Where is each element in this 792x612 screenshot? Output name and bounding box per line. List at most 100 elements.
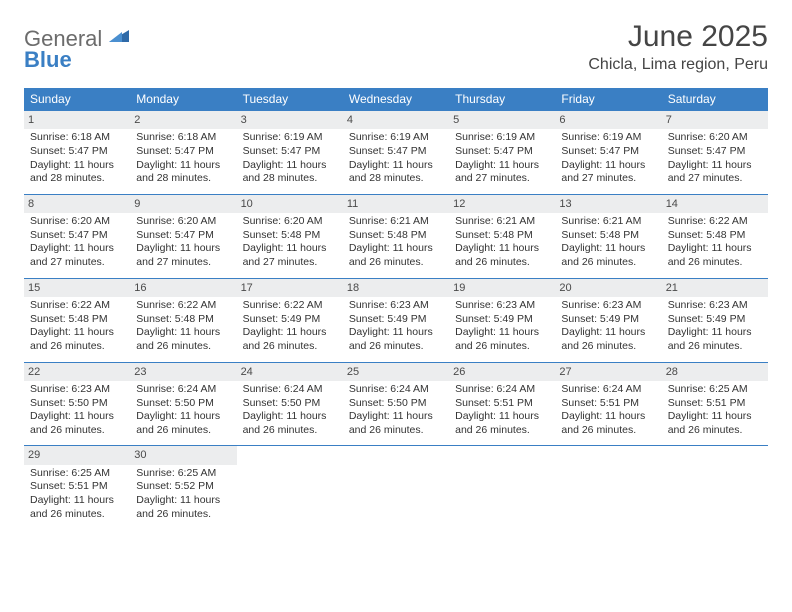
sunrise-line: Sunrise: 6:22 AM: [668, 215, 762, 229]
sunset-line: Sunset: 5:52 PM: [136, 480, 230, 494]
day-info: Sunrise: 6:21 AMSunset: 5:48 PMDaylight:…: [347, 215, 445, 270]
day-info: Sunrise: 6:18 AMSunset: 5:47 PMDaylight:…: [134, 131, 232, 186]
sunrise-line: Sunrise: 6:24 AM: [136, 383, 230, 397]
day-number: 8: [24, 195, 130, 213]
daylight-line: Daylight: 11 hours and 28 minutes.: [30, 159, 124, 186]
daylight-line: Daylight: 11 hours and 26 minutes.: [136, 410, 230, 437]
sunset-line: Sunset: 5:51 PM: [30, 480, 124, 494]
day-number: 28: [662, 363, 768, 381]
day-cell: [237, 446, 343, 529]
sunset-line: Sunset: 5:50 PM: [136, 397, 230, 411]
day-cell: 11Sunrise: 6:21 AMSunset: 5:48 PMDayligh…: [343, 194, 449, 278]
week-row: 29Sunrise: 6:25 AMSunset: 5:51 PMDayligh…: [24, 446, 768, 529]
day-cell: 19Sunrise: 6:23 AMSunset: 5:49 PMDayligh…: [449, 278, 555, 362]
daylight-line: Daylight: 11 hours and 26 minutes.: [349, 326, 443, 353]
sunset-line: Sunset: 5:48 PM: [243, 229, 337, 243]
day-info: Sunrise: 6:20 AMSunset: 5:47 PMDaylight:…: [666, 131, 764, 186]
day-number: 9: [130, 195, 236, 213]
daylight-line: Daylight: 11 hours and 26 minutes.: [136, 494, 230, 521]
daylight-line: Daylight: 11 hours and 26 minutes.: [30, 410, 124, 437]
daylight-line: Daylight: 11 hours and 26 minutes.: [455, 242, 549, 269]
daylight-line: Daylight: 11 hours and 26 minutes.: [243, 410, 337, 437]
sunset-line: Sunset: 5:49 PM: [455, 313, 549, 327]
dayhead-saturday: Saturday: [662, 88, 768, 111]
day-number: 13: [555, 195, 661, 213]
day-info: Sunrise: 6:21 AMSunset: 5:48 PMDaylight:…: [453, 215, 551, 270]
day-info: Sunrise: 6:22 AMSunset: 5:48 PMDaylight:…: [134, 299, 232, 354]
sunrise-line: Sunrise: 6:19 AM: [561, 131, 655, 145]
day-number: 30: [130, 446, 236, 464]
day-info: Sunrise: 6:25 AMSunset: 5:51 PMDaylight:…: [28, 467, 126, 522]
calendar-page: General Blue June 2025 Chicla, Lima regi…: [0, 0, 792, 549]
day-cell: 8 Sunrise: 6:20 AMSunset: 5:47 PMDaylight…: [24, 194, 130, 278]
daylight-line: Daylight: 11 hours and 26 minutes.: [561, 410, 655, 437]
sunrise-line: Sunrise: 6:25 AM: [30, 467, 124, 481]
day-info: Sunrise: 6:24 AMSunset: 5:51 PMDaylight:…: [559, 383, 657, 438]
week-row: 22Sunrise: 6:23 AMSunset: 5:50 PMDayligh…: [24, 362, 768, 446]
daylight-line: Daylight: 11 hours and 27 minutes.: [30, 242, 124, 269]
day-number: 26: [449, 363, 555, 381]
sunset-line: Sunset: 5:47 PM: [30, 229, 124, 243]
sunset-line: Sunset: 5:50 PM: [349, 397, 443, 411]
sunrise-line: Sunrise: 6:18 AM: [136, 131, 230, 145]
day-number: 19: [449, 279, 555, 297]
sunrise-line: Sunrise: 6:20 AM: [30, 215, 124, 229]
sunrise-line: Sunrise: 6:24 AM: [561, 383, 655, 397]
day-number: 3: [237, 111, 343, 129]
day-number: 20: [555, 279, 661, 297]
day-number: 12: [449, 195, 555, 213]
day-number: 22: [24, 363, 130, 381]
sunrise-line: Sunrise: 6:19 AM: [455, 131, 549, 145]
page-subtitle: Chicla, Lima region, Peru: [588, 56, 768, 74]
day-info: Sunrise: 6:18 AMSunset: 5:47 PMDaylight:…: [28, 131, 126, 186]
sunrise-line: Sunrise: 6:21 AM: [349, 215, 443, 229]
day-number: 24: [237, 363, 343, 381]
day-info: Sunrise: 6:25 AMSunset: 5:51 PMDaylight:…: [666, 383, 764, 438]
day-info: Sunrise: 6:24 AMSunset: 5:50 PMDaylight:…: [134, 383, 232, 438]
daylight-line: Daylight: 11 hours and 26 minutes.: [30, 326, 124, 353]
sunset-line: Sunset: 5:49 PM: [561, 313, 655, 327]
daylight-line: Daylight: 11 hours and 26 minutes.: [668, 242, 762, 269]
daylight-line: Daylight: 11 hours and 28 minutes.: [136, 159, 230, 186]
day-cell: 30Sunrise: 6:25 AMSunset: 5:52 PMDayligh…: [130, 446, 236, 529]
calendar-table: SundayMondayTuesdayWednesdayThursdayFrid…: [24, 88, 768, 529]
sunset-line: Sunset: 5:49 PM: [349, 313, 443, 327]
day-cell: 23Sunrise: 6:24 AMSunset: 5:50 PMDayligh…: [130, 362, 236, 446]
day-info: Sunrise: 6:23 AMSunset: 5:49 PMDaylight:…: [347, 299, 445, 354]
day-cell: [555, 446, 661, 529]
day-number: 17: [237, 279, 343, 297]
daylight-line: Daylight: 11 hours and 26 minutes.: [561, 242, 655, 269]
sunrise-line: Sunrise: 6:22 AM: [30, 299, 124, 313]
logo-text-block: General Blue: [24, 28, 129, 71]
day-cell: 28 Sunrise: 6:25 AMSunset: 5:51 PMDayligh…: [662, 362, 768, 446]
day-info: Sunrise: 6:24 AMSunset: 5:51 PMDaylight:…: [453, 383, 551, 438]
day-info: Sunrise: 6:19 AMSunset: 5:47 PMDaylight:…: [453, 131, 551, 186]
sunrise-line: Sunrise: 6:19 AM: [349, 131, 443, 145]
header: General Blue June 2025 Chicla, Lima regi…: [24, 20, 768, 74]
daylight-line: Daylight: 11 hours and 28 minutes.: [243, 159, 337, 186]
day-cell: 9Sunrise: 6:20 AMSunset: 5:47 PMDaylight…: [130, 194, 236, 278]
day-number: 15: [24, 279, 130, 297]
dayhead-monday: Monday: [130, 88, 236, 111]
sunset-line: Sunset: 5:47 PM: [455, 145, 549, 159]
day-cell: 3Sunrise: 6:19 AMSunset: 5:47 PMDaylight…: [237, 111, 343, 195]
day-cell: 4Sunrise: 6:19 AMSunset: 5:47 PMDaylight…: [343, 111, 449, 195]
dayhead-row: SundayMondayTuesdayWednesdayThursdayFrid…: [24, 88, 768, 111]
day-number: 25: [343, 363, 449, 381]
day-cell: 6Sunrise: 6:19 AMSunset: 5:47 PMDaylight…: [555, 111, 661, 195]
day-cell: [343, 446, 449, 529]
sunrise-line: Sunrise: 6:22 AM: [243, 299, 337, 313]
sunrise-line: Sunrise: 6:23 AM: [561, 299, 655, 313]
day-number: 4: [343, 111, 449, 129]
sunset-line: Sunset: 5:50 PM: [243, 397, 337, 411]
logo: General Blue: [24, 20, 129, 71]
page-title: June 2025: [588, 20, 768, 54]
sunset-line: Sunset: 5:48 PM: [136, 313, 230, 327]
daylight-line: Daylight: 11 hours and 27 minutes.: [455, 159, 549, 186]
sunset-line: Sunset: 5:51 PM: [561, 397, 655, 411]
sunrise-line: Sunrise: 6:18 AM: [30, 131, 124, 145]
daylight-line: Daylight: 11 hours and 26 minutes.: [243, 326, 337, 353]
day-number: 5: [449, 111, 555, 129]
sunrise-line: Sunrise: 6:23 AM: [668, 299, 762, 313]
sunrise-line: Sunrise: 6:20 AM: [136, 215, 230, 229]
